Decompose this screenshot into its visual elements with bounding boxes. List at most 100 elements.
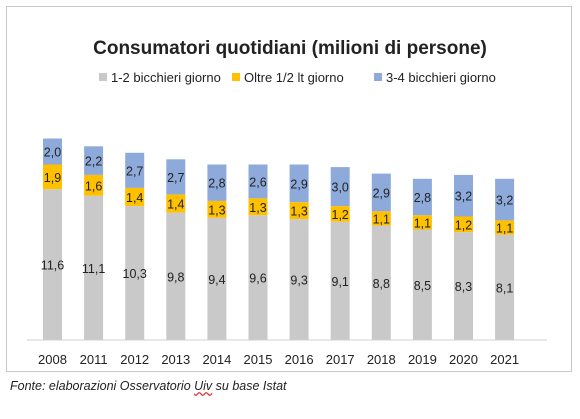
bar-2014-series-0	[207, 217, 227, 340]
x-axis-ticks: 2008 2011 2012 2013 2014 2015 2016 2017 2018 2019…	[38, 352, 519, 367]
x-tick-2011: 2011	[80, 352, 108, 367]
data-label-2018-series-1: 1,1	[373, 212, 390, 226]
chart-title: Consumatori quotidiani (milioni di perso…	[93, 38, 487, 59]
data-label-2011-series-2: 2,2	[85, 155, 102, 169]
data-label-2015-series-2: 2,6	[249, 175, 266, 189]
data-label-2015-series-0: 9,6	[249, 272, 266, 286]
data-label-2021-series-1: 1,1	[496, 222, 513, 236]
bar-2021-series-1	[495, 220, 515, 235]
bar-2013-series-1	[166, 194, 186, 213]
data-label-2021-series-0: 8,1	[496, 281, 513, 295]
bar-2020-series-2	[454, 174, 473, 217]
data-label-2020-series-2: 3,2	[455, 190, 472, 204]
stacked-bar-chart: Consumatori quotidiani (milioni di perso…	[27, 38, 547, 367]
legend-label-1: Oltre 1/2 lt giorno	[244, 70, 344, 85]
bar-2017-series-1	[330, 206, 350, 222]
x-tick-2015: 2015	[244, 352, 273, 367]
bar-2019-series-2	[412, 178, 432, 216]
bar-2015-series-1	[248, 198, 268, 216]
source-uiv: Uiv	[194, 379, 213, 393]
data-label-2020-series-1: 1,2	[455, 218, 472, 232]
data-label-2011-series-1: 1,6	[85, 179, 102, 193]
data-label-2015-series-1: 1,3	[249, 201, 266, 215]
legend-label-2: 3-4 bicchieri giorno	[386, 70, 496, 85]
bar-2014-series-2	[207, 164, 227, 201]
source-suffix: su base Istat	[212, 379, 287, 393]
bar-2012-series-1	[125, 187, 145, 207]
bar-2018-series-2	[371, 173, 391, 212]
data-label-2018-series-0: 8,8	[373, 277, 390, 291]
data-label-2019-series-1: 1,1	[414, 216, 431, 230]
x-tick-2017: 2017	[326, 352, 355, 367]
data-label-2012-series-0: 10,3	[123, 267, 147, 281]
bar-2011-series-1	[84, 174, 104, 196]
data-label-2014-series-2: 2,8	[208, 177, 225, 191]
data-label-2019-series-2: 2,8	[414, 191, 431, 205]
bars: 11,6 1,9 2,0 11,1 1,6 2,2 10,3 1,4 2,7 9,8 1,4 2,7 9…	[41, 138, 515, 340]
data-label-2017-series-1: 1,2	[332, 208, 349, 222]
data-label-2008-series-0: 11,6	[41, 259, 64, 273]
data-label-2018-series-2: 2,9	[373, 186, 390, 200]
legend-swatch-2	[374, 73, 382, 81]
legend-label-0: 1-2 bicchieri giorno	[111, 70, 221, 85]
data-label-2014-series-0: 9,4	[208, 273, 225, 287]
bar-2016-series-2	[289, 164, 309, 203]
x-tick-2013: 2013	[161, 352, 190, 367]
x-tick-2018: 2018	[367, 352, 396, 367]
bar-2019-series-1	[412, 215, 432, 230]
bar-2021-series-0	[495, 234, 515, 340]
source-note: Fonte: elaborazioni Osservatorio Uiv su …	[10, 379, 287, 393]
data-label-2016-series-0: 9,3	[290, 274, 307, 288]
source-prefix: Fonte: elaborazioni Osservatorio	[10, 379, 195, 393]
data-label-2014-series-1: 1,3	[208, 203, 225, 217]
data-label-2011-series-0: 11,1	[82, 262, 105, 276]
legend-swatch-0	[99, 73, 107, 81]
bar-2011-series-2	[84, 146, 104, 175]
bar-2020-series-1	[454, 216, 473, 233]
bar-2012-series-2	[125, 152, 145, 188]
data-label-2017-series-0: 9,1	[332, 275, 349, 289]
bar-2008-series-2	[43, 138, 62, 165]
data-label-2016-series-2: 2,9	[290, 177, 307, 191]
legend: 1-2 bicchieri giorno Oltre 1/2 lt giorno 3…	[99, 70, 496, 85]
x-tick-2020: 2020	[449, 352, 478, 367]
data-label-2008-series-1: 1,9	[44, 171, 61, 185]
bar-2016-series-1	[289, 202, 309, 220]
x-tick-2012: 2012	[120, 352, 149, 367]
bar-2008-series-1	[43, 164, 62, 190]
data-label-2013-series-1: 1,4	[167, 198, 184, 212]
bar-2021-series-2	[495, 178, 515, 221]
data-label-2021-series-2: 3,2	[496, 194, 513, 208]
data-label-2013-series-0: 9,8	[167, 270, 184, 284]
bar-2017-series-2	[330, 167, 350, 207]
x-tick-2019: 2019	[408, 352, 437, 367]
x-tick-2021: 2021	[490, 352, 519, 367]
bar-2013-series-0	[166, 212, 186, 340]
data-label-2017-series-2: 3,0	[332, 181, 349, 195]
bar-2012-series-0	[125, 206, 145, 340]
data-label-2012-series-1: 1,4	[126, 191, 143, 205]
bar-2019-series-0	[412, 229, 432, 340]
data-label-2020-series-0: 8,3	[455, 280, 472, 294]
x-tick-2014: 2014	[202, 352, 231, 367]
bar-2016-series-0	[289, 219, 309, 340]
data-label-2016-series-1: 1,3	[290, 205, 307, 219]
data-label-2013-series-2: 2,7	[167, 171, 184, 185]
legend-swatch-1	[232, 73, 240, 81]
chart-frame: Consumatori quotidiani (milioni di perso…	[6, 6, 572, 372]
bar-2018-series-1	[371, 211, 391, 226]
x-tick-2008: 2008	[38, 352, 67, 367]
bar-2015-series-0	[248, 215, 268, 340]
bar-2011-series-0	[84, 195, 104, 340]
data-label-2012-series-2: 2,7	[126, 164, 143, 178]
bar-2020-series-0	[454, 232, 473, 340]
bar-2015-series-2	[248, 164, 268, 199]
bar-2014-series-1	[207, 200, 227, 218]
bar-2017-series-0	[330, 221, 350, 340]
bar-2008-series-0	[43, 189, 62, 340]
bar-2018-series-0	[371, 225, 391, 340]
bar-2013-series-2	[166, 159, 186, 195]
data-label-2019-series-0: 8,5	[414, 279, 431, 293]
data-label-2008-series-2: 2,0	[44, 146, 61, 160]
x-tick-2016: 2016	[285, 352, 314, 367]
